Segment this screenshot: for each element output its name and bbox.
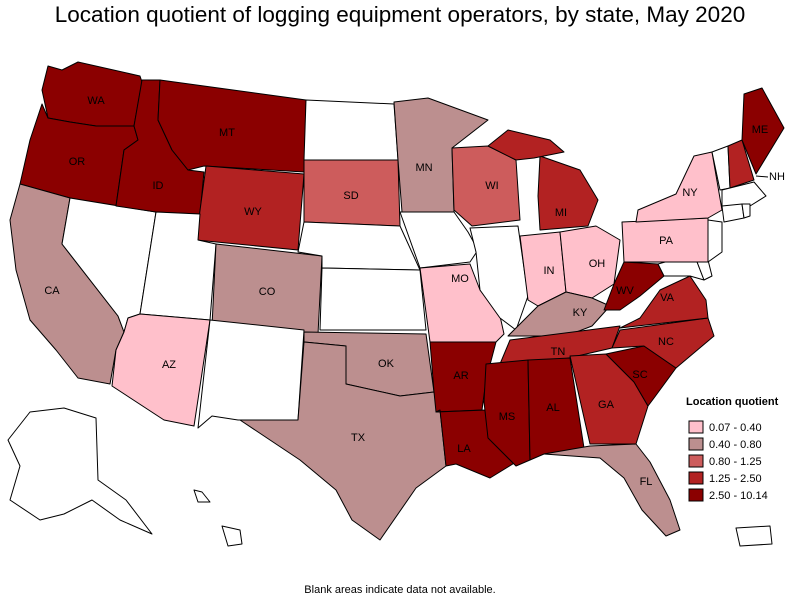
state-fl xyxy=(543,443,681,537)
label-ny: NY xyxy=(682,187,698,199)
label-id: ID xyxy=(153,180,164,192)
state-ma xyxy=(721,181,767,207)
label-tx: TX xyxy=(351,432,366,444)
label-oh: OH xyxy=(589,258,606,270)
label-ca: CA xyxy=(44,285,60,297)
label-mo: MO xyxy=(451,273,469,285)
label-or: OR xyxy=(69,156,86,168)
state-nj xyxy=(707,219,723,263)
state-ct xyxy=(721,203,745,223)
label-ga: GA xyxy=(598,399,615,411)
label-sc: SC xyxy=(632,369,647,381)
state-ks xyxy=(319,267,427,331)
label-me: ME xyxy=(752,124,769,136)
legend-item: 0.80 - 1.25 xyxy=(688,454,762,468)
state-me xyxy=(741,87,785,175)
legend-swatch xyxy=(688,488,704,502)
label-sd: SD xyxy=(343,190,358,202)
territory-pr xyxy=(735,525,773,547)
legend-item: 0.07 - 0.40 xyxy=(688,420,762,434)
state-hi-islands xyxy=(193,489,211,503)
state-ak xyxy=(7,407,153,535)
state-tx xyxy=(239,341,447,541)
legend-label: 0.80 - 1.25 xyxy=(709,456,762,468)
legend: Location quotient 0.07 - 0.40 0.40 - 0.8… xyxy=(686,396,779,502)
label-in: IN xyxy=(544,265,555,277)
label-va: VA xyxy=(660,292,675,304)
state-il xyxy=(469,225,529,331)
state-az xyxy=(111,313,211,427)
state-mi-up xyxy=(487,129,565,161)
legend-title: Location quotient xyxy=(686,396,779,408)
label-ky: KY xyxy=(573,307,588,319)
state-ny xyxy=(635,151,723,223)
state-nm xyxy=(197,319,305,429)
legend-label: 0.07 - 0.40 xyxy=(709,422,762,434)
legend-swatch xyxy=(688,420,704,434)
label-al: AL xyxy=(546,402,559,414)
footnote: Blank areas indicate data not available. xyxy=(304,584,496,596)
label-co: CO xyxy=(259,286,276,298)
label-az: AZ xyxy=(162,359,176,371)
label-mt: MT xyxy=(219,127,235,139)
legend-swatch xyxy=(688,454,704,468)
state-nh xyxy=(727,139,755,189)
legend-label: 2.50 - 10.14 xyxy=(709,490,768,502)
state-mi xyxy=(537,155,599,231)
label-la: LA xyxy=(457,443,471,455)
legend-swatch xyxy=(688,471,704,485)
label-tn: TN xyxy=(551,346,566,358)
label-wi: WI xyxy=(485,180,498,192)
label-wy: WY xyxy=(244,206,262,218)
legend-item: 1.25 - 2.50 xyxy=(688,471,762,485)
label-mn: MN xyxy=(415,162,432,174)
label-nh: NH xyxy=(769,171,785,183)
label-ok: OK xyxy=(378,358,395,370)
label-mi: MI xyxy=(555,207,567,219)
label-pa: PA xyxy=(659,235,674,247)
label-leader-nh xyxy=(755,175,769,178)
legend-swatch xyxy=(688,437,704,451)
label-ar: AR xyxy=(453,370,468,382)
state-hi xyxy=(221,525,243,547)
state-nd xyxy=(303,99,399,161)
legend-label: 0.40 - 0.80 xyxy=(709,439,762,451)
label-wa: WA xyxy=(87,95,105,107)
legend-label: 1.25 - 2.50 xyxy=(709,473,762,485)
legend-item: 2.50 - 10.14 xyxy=(688,488,768,502)
map-title: Location quotient of logging equipment o… xyxy=(54,2,746,27)
label-ms: MS xyxy=(499,411,516,423)
label-fl: FL xyxy=(640,476,653,488)
label-wv: WV xyxy=(616,285,634,297)
legend-item: 0.40 - 0.80 xyxy=(688,437,762,451)
label-nc: NC xyxy=(658,336,674,348)
state-nc xyxy=(611,317,715,369)
state-ri xyxy=(741,203,751,219)
